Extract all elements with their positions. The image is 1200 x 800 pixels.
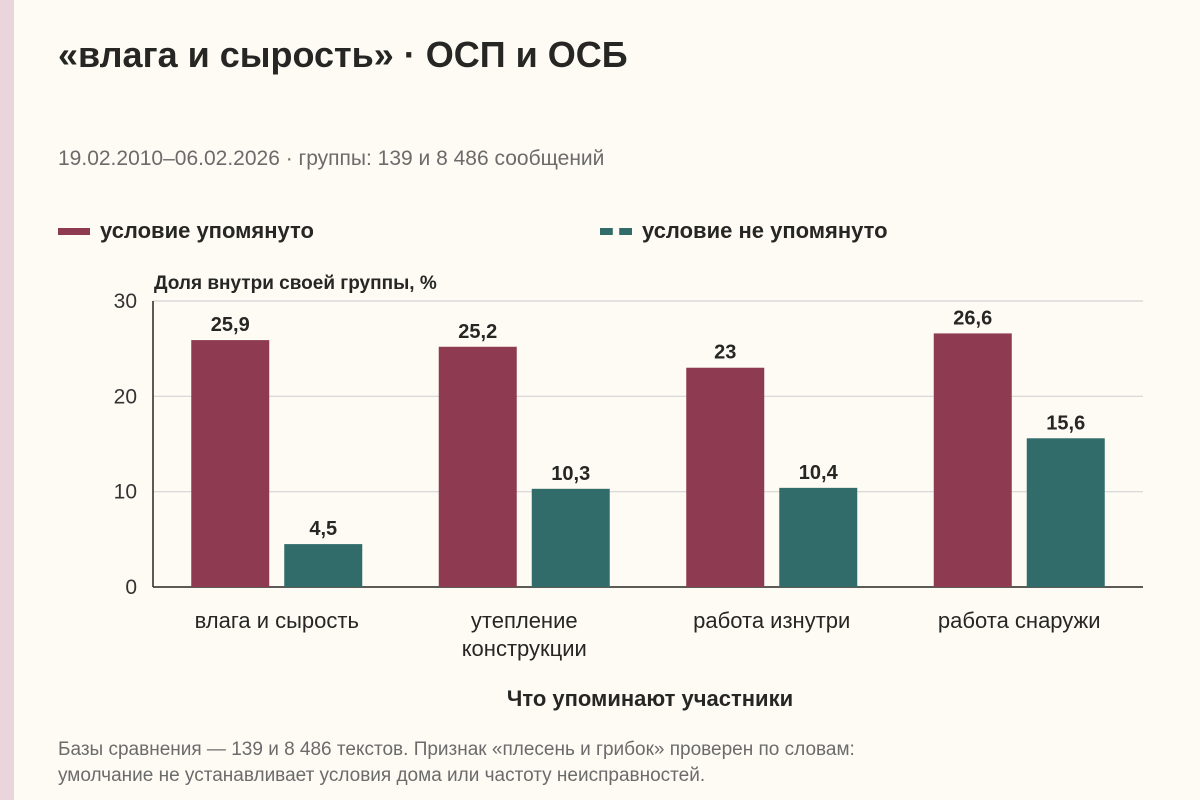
legend: условие упомянуто условие не упомянуто (0, 218, 1200, 250)
legend-item-mentioned: условие упомянуто (58, 218, 314, 244)
chart-title: «влага и сырость» · ОСП и ОСБ (58, 34, 628, 75)
bar-value-label: 23 (714, 342, 736, 364)
bar-value-label: 25,9 (211, 314, 250, 336)
x-tick-label: работа снаружи (938, 608, 1101, 633)
y-tick-label: 20 (114, 385, 137, 408)
x-tick-label: утепление (471, 608, 578, 633)
bar-value-label: 25,2 (458, 321, 497, 343)
y-tick-label: 30 (114, 290, 137, 313)
bar (779, 487, 858, 587)
bar (933, 333, 1012, 587)
x-tick-label: конструкции (462, 636, 587, 661)
bar (438, 346, 517, 587)
legend-swatch-not-mentioned (600, 227, 632, 235)
bar-value-label: 15,6 (1046, 412, 1085, 434)
legend-swatch-mentioned (58, 227, 90, 235)
bar-value-label: 4,5 (309, 518, 337, 540)
y-tick-label: 0 (125, 576, 137, 599)
y-tick-label: 10 (114, 481, 137, 504)
chart-subtitle: 19.02.2010–06.02.2026 · группы: 139 и 8 … (58, 147, 605, 170)
bar-value-label: 26,6 (953, 307, 992, 329)
bar (1026, 438, 1105, 587)
y-axis-title: Доля внутри своей группы, % (154, 273, 437, 294)
legend-item-not-mentioned: условие не упомянуто (600, 218, 888, 244)
bar-value-label: 10,3 (551, 463, 590, 485)
bar (531, 488, 610, 587)
legend-label-not-mentioned: условие не упомянуто (642, 218, 888, 243)
x-tick-label: работа изнутри (693, 608, 850, 633)
bar (284, 544, 363, 587)
legend-label-mentioned: условие упомянуто (100, 218, 314, 243)
footnote-line-2: умолчание не устанавливает условия дома … (58, 765, 706, 786)
bar (686, 367, 765, 587)
footnote-line-1: Базы сравнения — 139 и 8 486 текстов. Пр… (58, 739, 855, 760)
bar (191, 340, 270, 587)
bar-value-label: 10,4 (799, 462, 839, 484)
x-axis-title: Что упоминают участники (506, 686, 794, 711)
accent-strip (0, 0, 14, 800)
x-tick-label: влага и сырость (195, 608, 359, 633)
footnote: Базы сравнения — 139 и 8 486 текстов. Пр… (58, 737, 1158, 789)
